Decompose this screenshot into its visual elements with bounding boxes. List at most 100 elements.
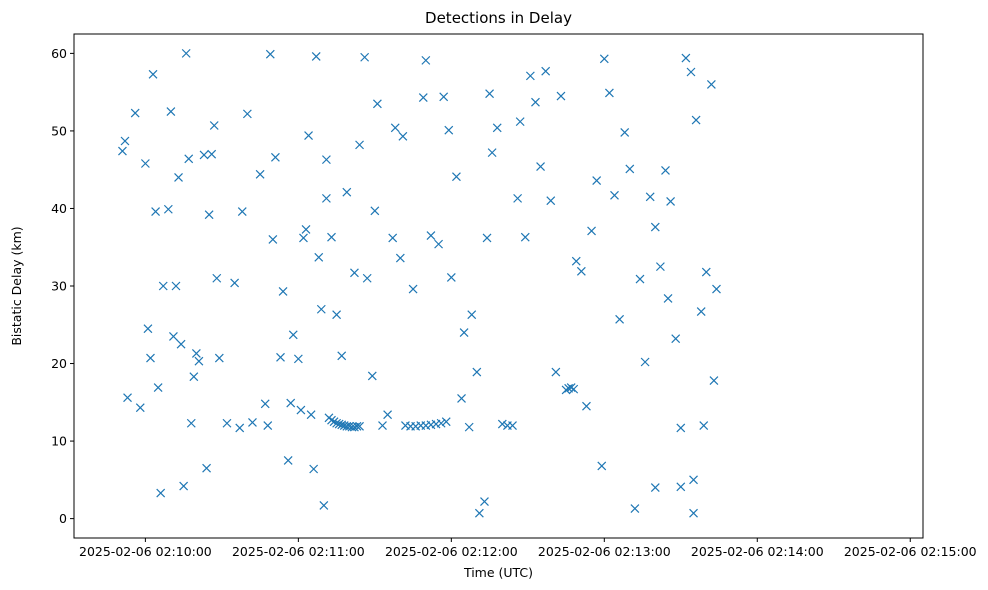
- data-point-marker: [212, 273, 222, 283]
- data-point-marker: [388, 233, 398, 243]
- data-point-marker: [299, 233, 308, 243]
- data-point-marker: [148, 69, 158, 79]
- data-point-marker: [278, 287, 288, 296]
- data-point-marker: [650, 483, 660, 493]
- data-point-marker: [337, 420, 347, 430]
- y-axis-label: Bistatic Delay (km): [9, 226, 24, 345]
- tick-layer: 2025-02-06 02:10:00 2025-02-06 02:11:00 20…: [51, 46, 977, 559]
- x-tick-label: 2025-02-06 02:10:00: [79, 544, 212, 559]
- data-point-marker: [120, 136, 130, 146]
- data-point-marker: [592, 176, 602, 185]
- data-point-marker: [464, 422, 474, 432]
- data-point-marker: [474, 508, 484, 518]
- data-point-marker: [309, 464, 319, 474]
- y-tick-label: 0: [59, 511, 67, 526]
- data-point-marker: [515, 117, 525, 127]
- data-point-marker: [709, 376, 719, 386]
- data-point-marker: [311, 52, 321, 61]
- data-point-marker: [480, 497, 489, 506]
- data-point-marker: [604, 88, 614, 98]
- data-point-marker: [689, 508, 698, 518]
- data-point-marker: [561, 385, 571, 395]
- data-point-marker: [237, 207, 247, 216]
- data-point-marker: [513, 193, 523, 203]
- data-point-marker: [441, 417, 451, 427]
- data-point-marker: [485, 89, 495, 99]
- x-axis-label: Time (UTC): [463, 565, 533, 580]
- x-tick-label: 2025-02-06 02:15:00: [844, 544, 977, 559]
- data-point-marker: [265, 49, 275, 59]
- data-point-marker: [235, 423, 245, 433]
- marker-layer: [118, 48, 721, 518]
- data-point-marker: [207, 149, 217, 159]
- data-point-marker: [214, 353, 224, 363]
- x-tick-label: 2025-02-06 02:11:00: [232, 544, 365, 559]
- x-tick-label: 2025-02-06 02:12:00: [385, 544, 518, 559]
- y-tick-label: 20: [51, 356, 67, 371]
- data-point-marker: [701, 267, 711, 277]
- y-tick-label: 10: [51, 434, 67, 449]
- y-tick-label: 60: [51, 46, 67, 61]
- data-point-marker: [467, 310, 477, 320]
- data-point-marker: [286, 398, 296, 408]
- data-point-marker: [301, 224, 311, 234]
- data-point-marker: [169, 331, 178, 341]
- data-point-marker: [276, 352, 285, 362]
- data-point-marker: [383, 410, 393, 420]
- data-point-marker: [378, 421, 387, 430]
- y-tick-label: 40: [51, 201, 67, 216]
- data-point-marker: [508, 421, 517, 430]
- data-point-marker: [270, 152, 280, 162]
- data-point-marker: [536, 162, 545, 172]
- data-point-marker: [699, 421, 709, 430]
- data-point-marker: [166, 107, 176, 116]
- data-point-marker: [645, 192, 655, 202]
- data-point-marker: [706, 79, 716, 89]
- data-point-marker: [327, 415, 336, 425]
- data-point-marker: [482, 233, 492, 243]
- data-point-marker: [525, 71, 535, 81]
- data-point-marker: [337, 351, 347, 361]
- data-point-marker: [497, 419, 507, 429]
- data-point-marker: [487, 148, 497, 158]
- data-point-marker: [666, 197, 676, 206]
- data-point-marker: [472, 367, 482, 377]
- data-point-marker: [140, 159, 150, 168]
- data-point-marker: [370, 206, 380, 216]
- data-point-marker: [204, 210, 214, 220]
- data-point-marker: [712, 284, 721, 294]
- data-point-marker: [153, 383, 163, 392]
- data-point-marker: [199, 150, 209, 160]
- data-point-marker: [546, 196, 556, 206]
- data-point-marker: [630, 504, 640, 513]
- data-point-marker: [395, 253, 405, 263]
- data-point-marker: [179, 481, 189, 491]
- data-point-marker: [520, 232, 530, 242]
- data-point-marker: [156, 488, 166, 498]
- data-point-marker: [689, 475, 698, 485]
- data-point-marker: [587, 226, 596, 236]
- data-point-marker: [686, 67, 696, 77]
- data-point-marker: [576, 266, 586, 276]
- data-point-marker: [625, 164, 635, 174]
- data-point-marker: [296, 405, 306, 415]
- data-point-marker: [158, 281, 168, 291]
- data-point-marker: [452, 172, 461, 182]
- data-point-marker: [288, 330, 298, 340]
- data-point-marker: [566, 383, 576, 392]
- data-point-marker: [696, 307, 706, 317]
- data-point-marker: [171, 281, 181, 291]
- data-point-marker: [597, 461, 607, 471]
- data-point-marker: [615, 314, 625, 324]
- data-point-marker: [681, 53, 691, 63]
- data-point-marker: [421, 55, 431, 65]
- data-point-marker: [439, 92, 449, 102]
- data-point-marker: [255, 169, 265, 179]
- data-point-marker: [556, 91, 566, 101]
- x-tick-label: 2025-02-06 02:14:00: [691, 544, 824, 559]
- data-point-marker: [130, 108, 140, 118]
- data-point-marker: [174, 173, 183, 182]
- data-point-marker: [209, 121, 219, 130]
- data-point-marker: [390, 123, 400, 133]
- data-point-marker: [143, 324, 153, 334]
